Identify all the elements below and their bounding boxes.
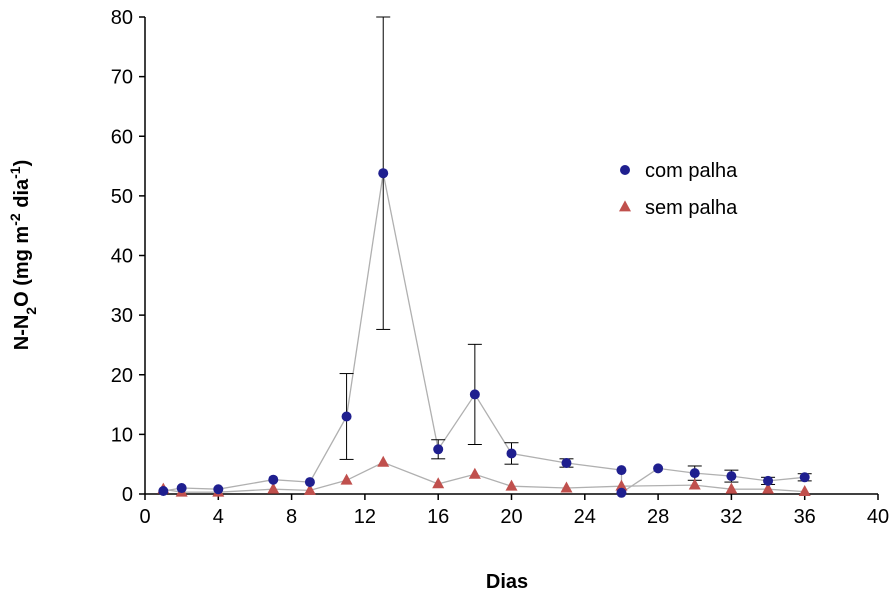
y-axis-label-part: N-N	[11, 315, 33, 351]
data-point	[433, 444, 444, 455]
y-axis-label-part: O (mg m	[11, 226, 33, 307]
data-point	[340, 473, 353, 485]
data-point	[304, 477, 315, 488]
data-point	[213, 484, 224, 495]
data-point	[799, 472, 810, 483]
y-tick-label: 70	[111, 67, 133, 89]
x-tick-label: 0	[139, 506, 150, 528]
x-axis-label: Dias	[486, 571, 528, 593]
data-point	[469, 389, 480, 400]
data-point	[341, 411, 352, 422]
data-point	[506, 448, 517, 459]
y-axis-label-part: -1	[7, 166, 23, 179]
y-tick-label: 60	[111, 126, 133, 148]
data-point	[616, 465, 627, 476]
series-lines	[163, 173, 805, 495]
data-point	[268, 474, 279, 485]
y-axis-label-part: -2	[7, 213, 23, 226]
data-point	[560, 481, 573, 493]
y-tick-label: 30	[111, 305, 133, 327]
series-line	[163, 461, 805, 493]
x-tick-label: 16	[427, 506, 449, 528]
y-axis-label-part: 2	[23, 307, 39, 315]
data-markers	[157, 168, 811, 498]
x-tick-label: 36	[794, 506, 816, 528]
data-point	[158, 486, 169, 497]
y-tick-label: 50	[111, 186, 133, 208]
x-tick-label: 24	[574, 506, 596, 528]
data-point	[468, 467, 481, 479]
y-tick-label: 40	[111, 246, 133, 268]
legend-marker	[620, 165, 630, 175]
data-point	[763, 475, 774, 486]
legend-marker	[619, 200, 631, 212]
data-point	[688, 478, 701, 490]
x-tick-label: 28	[647, 506, 669, 528]
data-point	[378, 168, 389, 179]
x-tick-label: 40	[867, 506, 889, 528]
data-point	[689, 468, 700, 479]
y-tick-label: 80	[111, 7, 133, 29]
series-line	[163, 173, 805, 495]
data-point	[615, 479, 628, 491]
data-point	[798, 485, 811, 497]
data-point	[616, 487, 627, 498]
data-point	[303, 483, 316, 495]
error-bars	[339, 16, 812, 485]
x-tick-label: 12	[354, 506, 376, 528]
x-tick-label: 32	[720, 506, 742, 528]
y-axis-label-part: )	[11, 160, 33, 167]
data-point	[561, 457, 572, 468]
data-point	[176, 483, 187, 494]
x-tick-label: 20	[500, 506, 522, 528]
y-tick-label: 10	[111, 424, 133, 446]
legend-label: com palha	[645, 160, 738, 182]
y-axis-label-part: dia	[11, 178, 33, 213]
legend-label: sem palha	[645, 197, 738, 219]
data-point	[725, 482, 738, 494]
data-point	[377, 455, 390, 467]
data-point	[726, 471, 737, 482]
y-axis-label: N-N2O (mg m-2 dia-1)	[7, 160, 39, 351]
legend: com palha sem palha	[619, 160, 738, 219]
y-tick-label: 20	[111, 365, 133, 387]
data-point	[762, 482, 775, 494]
data-point	[653, 463, 664, 474]
y-tick-label: 0	[122, 484, 133, 506]
axes: 0 10 20 30 40 50 60 70 80 0 4 8 12 16 20 24 28 32 36 40	[111, 7, 889, 528]
data-point	[432, 477, 445, 489]
x-tick-label: 8	[286, 506, 297, 528]
data-point	[505, 479, 518, 491]
x-tick-label: 4	[213, 506, 224, 528]
data-point	[267, 482, 280, 494]
